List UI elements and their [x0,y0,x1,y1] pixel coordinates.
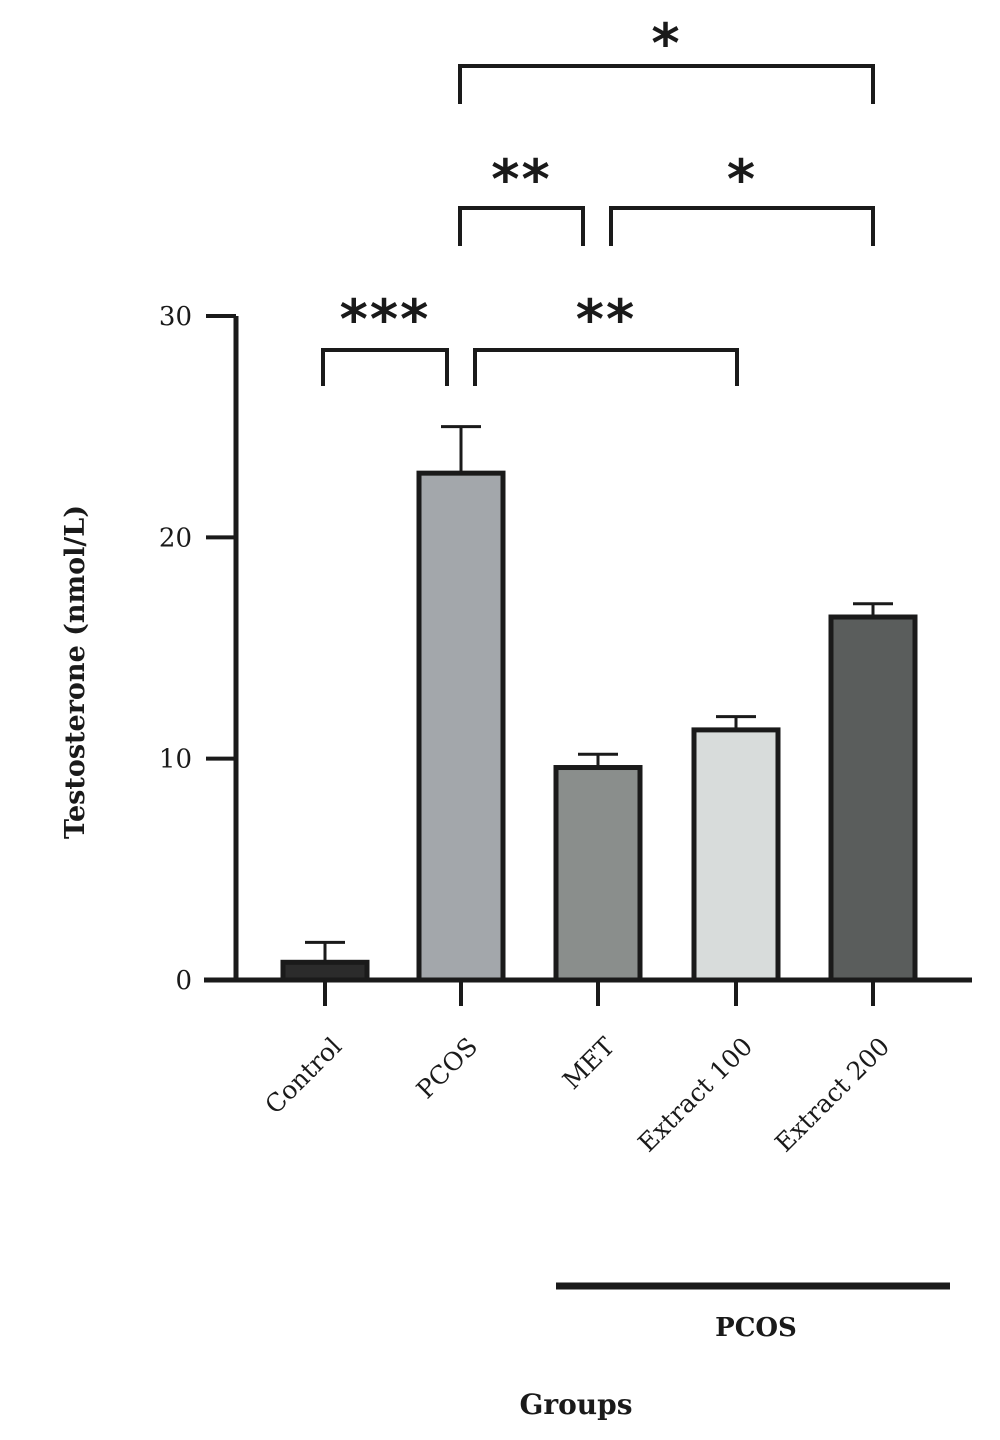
category-label: Extract 100 [632,1032,758,1158]
bar-met [553,765,643,983]
significance-bracket [458,206,585,246]
significance-brackets: *** **** ** [321,12,875,386]
bar-pcos [416,470,506,983]
error-bars [305,425,893,963]
significance-label: ** [576,288,636,351]
pcos-group-annotation: PCOS [556,1282,950,1343]
bars [280,470,918,983]
bar-control [280,959,370,983]
category-labels: Control PCOS MET Extract 100 Extract 200 [259,1032,895,1158]
y-tick-label: 10 [159,745,192,775]
significance-bracket [321,348,449,386]
bar-extract-200 [828,614,918,983]
significance-label: * [651,12,681,75]
significance-bracket [609,206,875,246]
y-axis-label: Testosterone (nmol/L) [60,505,91,839]
significance-label: *** [340,288,431,351]
category-label: Extract 200 [769,1032,895,1158]
bar-extract-100 [691,727,781,983]
significance-bracket [473,348,739,386]
x-axis-label: Groups [519,1388,632,1421]
significance-label: ** [491,148,551,211]
category-label: Control [259,1032,347,1120]
y-tick-label: 20 [159,523,192,553]
significance-bracket [458,64,875,104]
group-label: PCOS [715,1313,797,1343]
category-label: PCOS [411,1032,484,1105]
significance-label: * [727,148,757,211]
category-label: MET [557,1032,621,1096]
y-tick-label: 0 [175,966,192,996]
y-tick-label: 30 [159,302,192,332]
